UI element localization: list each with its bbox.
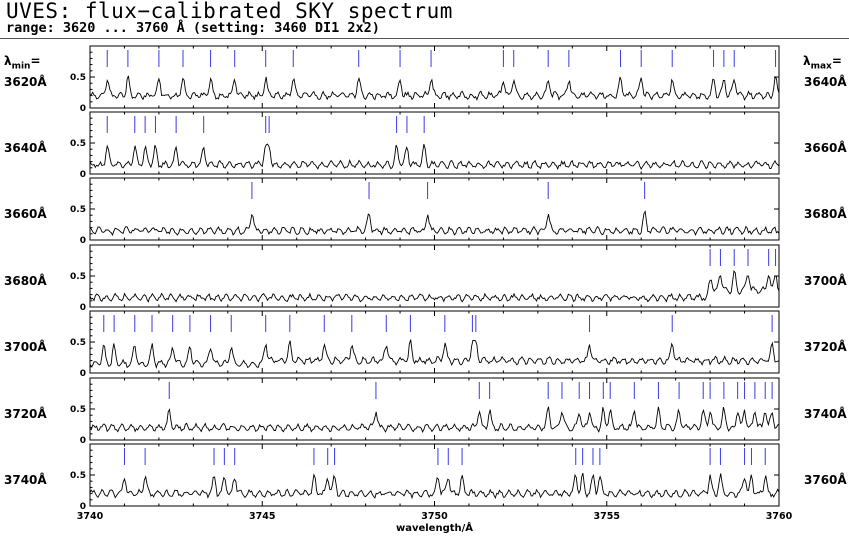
spectrum-trace-0 — [89, 75, 780, 102]
spectrum-trace-3 — [89, 269, 780, 303]
ytick-label-6-0: 0 — [80, 502, 86, 512]
lambda-max-label-5: 3740Å — [804, 406, 847, 421]
ytick-label-1-1: 0.5 — [70, 139, 86, 149]
lambda-max-label-3: 3700Å — [804, 273, 847, 288]
ytick-label-5-0: 0 — [80, 436, 86, 446]
xtick-label-4: 3760 — [766, 511, 793, 522]
lambda-min-label-5: 3720Å — [4, 406, 47, 421]
lambda-max-label-0: 3640Å — [804, 74, 847, 89]
ytick-label-4-0: 0 — [80, 369, 86, 379]
spectrum-trace-2 — [89, 210, 780, 237]
xtick-label-2: 3750 — [421, 511, 448, 522]
chart-subtitle: range: 3620 ... 3760 Å (setting: 3460 DI… — [6, 20, 380, 36]
spectrum-trace-5 — [89, 406, 780, 433]
ytick-label-1-0: 0 — [80, 170, 86, 180]
lambda-max-label-2: 3680Å — [804, 206, 847, 221]
ytick-label-2-0: 0 — [80, 236, 86, 246]
lambda-min-subscript: min — [11, 61, 31, 72]
ytick-label-5-1: 0.5 — [70, 405, 86, 415]
chart-title: UVES: flux−calibrated SKY spectrum — [6, 0, 453, 23]
spectrum-trace-6 — [89, 472, 780, 500]
ytick-label-6-1: 0.5 — [70, 471, 86, 481]
spectrum-trace-1 — [89, 143, 780, 171]
lambda-min-symbol: λ — [4, 54, 12, 68]
ytick-label-0-1: 0.5 — [70, 73, 86, 83]
lambda-min-label-0: 3620Å — [4, 74, 47, 89]
ytick-label-4-1: 0.5 — [70, 338, 86, 348]
lambda-max-subscript: max — [810, 61, 832, 72]
lambda-min-label-6: 3740Å — [4, 472, 47, 487]
ytick-label-3-0: 0 — [80, 303, 86, 313]
ytick-label-2-1: 0.5 — [70, 205, 86, 215]
ytick-label-3-1: 0.5 — [70, 272, 86, 282]
lambda-max-label-6: 3760Å — [804, 472, 847, 487]
panel-frame-0 — [89, 45, 780, 109]
panel-frame-6 — [89, 443, 780, 507]
lambda-min-label-1: 3640Å — [4, 140, 47, 155]
lambda-max-label-4: 3720Å — [804, 339, 847, 354]
ytick-label-0-0: 0 — [80, 104, 86, 114]
lambda-max-equals: = — [831, 54, 842, 68]
lambda-min-label-4: 3700Å — [4, 339, 47, 354]
lambda-min-heading: λmin= — [4, 54, 41, 71]
lambda-max-heading: λmax= — [803, 54, 842, 71]
x-axis-label: wavelength/Å — [396, 521, 473, 534]
lambda-min-label-2: 3660Å — [4, 206, 47, 221]
xtick-label-0: 3740 — [77, 511, 104, 522]
xtick-label-3: 3755 — [594, 511, 620, 522]
lambda-min-label-3: 3680Å — [4, 273, 47, 288]
xtick-label-1: 3745 — [249, 511, 275, 522]
spectrum-trace-4 — [89, 339, 780, 369]
lambda-max-symbol: λ — [803, 54, 811, 68]
lambda-min-equals: = — [30, 54, 41, 68]
panel-frame-5 — [89, 377, 780, 441]
title-rule — [0, 38, 849, 39]
lambda-max-label-1: 3660Å — [804, 140, 847, 155]
